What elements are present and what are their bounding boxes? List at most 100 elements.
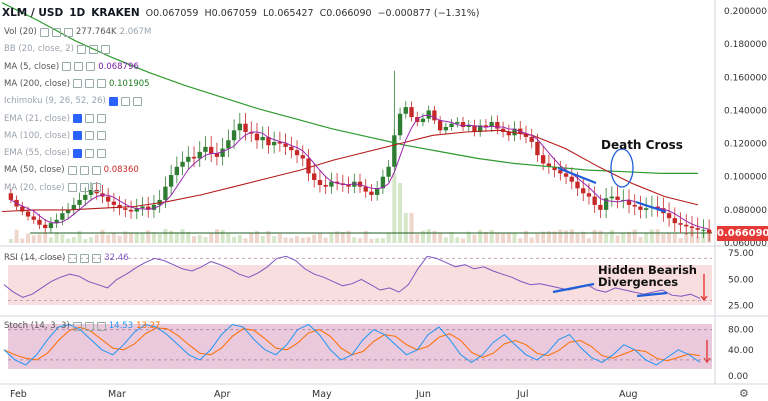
candle-body	[105, 196, 111, 202]
eye-icon[interactable]	[108, 96, 118, 106]
volume-bar	[564, 230, 569, 243]
volume-bar	[197, 234, 202, 243]
candle-body	[294, 150, 300, 156]
candle-body	[369, 191, 374, 195]
volume-bar	[655, 229, 660, 243]
volume-bar	[398, 183, 403, 243]
volume-bar	[466, 231, 471, 243]
close-icon[interactable]	[91, 165, 101, 175]
time-tick-label: Apr	[214, 389, 231, 400]
close-icon[interactable]	[96, 321, 106, 331]
settings-icon[interactable]	[88, 44, 98, 54]
symbol-name[interactable]: XLM / USD	[2, 7, 64, 19]
indicator-row[interactable]: Ichimoku (9, 26, 52, 26)	[4, 96, 142, 106]
volume-bar	[684, 233, 689, 243]
eye-icon[interactable]	[67, 183, 77, 193]
eye-icon[interactable]	[68, 253, 78, 263]
indicator-row[interactable]: BB (20, close, 2)	[4, 44, 110, 54]
candle-body	[226, 140, 231, 149]
settings-icon[interactable]	[120, 96, 130, 106]
eye-icon[interactable]	[67, 165, 77, 175]
close-icon[interactable]	[92, 253, 102, 263]
settings-icon[interactable]	[74, 62, 84, 72]
candle-body	[386, 166, 391, 177]
close-icon[interactable]	[91, 183, 101, 193]
candle-body	[54, 219, 59, 224]
settings-icon[interactable]	[85, 131, 95, 141]
eye-icon[interactable]	[39, 27, 49, 37]
settings-icon[interactable]	[84, 321, 94, 331]
indicator-row[interactable]: MA (100, close)	[4, 131, 107, 141]
volume-bar	[174, 233, 179, 243]
close-icon[interactable]	[86, 62, 96, 72]
settings-icon[interactable]	[85, 79, 95, 89]
eye-icon[interactable]	[76, 44, 86, 54]
volume-bar	[237, 234, 242, 243]
candle-body	[403, 107, 408, 114]
interval-label[interactable]: 1D	[69, 7, 86, 19]
eye-icon[interactable]	[62, 62, 72, 72]
indicator-row[interactable]: EMA (55, close)	[4, 148, 106, 158]
close-icon[interactable]	[97, 79, 107, 89]
candle-body	[506, 131, 511, 136]
volume-bar	[375, 238, 380, 243]
rsi-tick-label: 50.00	[728, 275, 754, 285]
close-icon[interactable]	[63, 27, 73, 37]
volume-bar	[523, 230, 528, 243]
eye-icon[interactable]	[73, 79, 83, 89]
stoch-tick-label: 40.00	[728, 346, 754, 356]
candle-body	[678, 223, 683, 225]
eye-icon[interactable]	[72, 321, 82, 331]
indicator-row[interactable]: MA (50, close) 0.08360	[4, 165, 139, 175]
volume-bar	[455, 237, 460, 243]
close-icon[interactable]	[100, 44, 110, 54]
volume-bar	[495, 232, 500, 243]
indicator-value: 0.101905	[109, 78, 150, 89]
candle-body	[271, 141, 277, 146]
volume-bar	[632, 229, 637, 243]
volume-bar	[506, 232, 511, 243]
eye-icon[interactable]	[72, 148, 82, 158]
indicator-row[interactable]: EMA (21, close)	[4, 114, 106, 124]
settings-icon[interactable]	[51, 27, 61, 37]
candle-body	[25, 211, 31, 217]
settings-icon[interactable]	[79, 183, 89, 193]
indicator-row[interactable]: MA (20, close)	[4, 183, 101, 193]
hidden-bearish-label: Hidden Bearish Divergences	[598, 263, 697, 289]
hidden-bearish-line: Hidden Bearish	[598, 263, 697, 277]
candle-body	[374, 188, 380, 195]
stoch-k-value: 14.53	[108, 321, 134, 331]
close-icon[interactable]	[96, 114, 106, 123]
eye-icon[interactable]	[72, 114, 82, 123]
indicator-name: Ichimoku (9, 26, 52, 26)	[4, 96, 106, 107]
volume-bar	[26, 233, 31, 243]
candle-body	[409, 107, 414, 118]
settings-icon[interactable]	[80, 253, 90, 263]
rsi-tick-label: 75.00	[728, 249, 754, 259]
eye-icon[interactable]	[73, 131, 83, 141]
settings-icon[interactable]	[79, 165, 89, 175]
close-icon[interactable]	[132, 96, 142, 106]
volume-bar	[20, 238, 25, 243]
indicator-row[interactable]: MA (200, close) 0.101905	[4, 79, 150, 89]
indicator-name: Vol (20)	[4, 27, 37, 37]
indicator-row[interactable]: MA (5, close) 0.068796	[4, 62, 139, 72]
time-tick-label: Feb	[10, 389, 27, 400]
volume-bar	[323, 237, 328, 243]
indicator-row[interactable]: Vol (20) 277.764K 2.067M	[4, 27, 151, 37]
settings-icon[interactable]	[84, 148, 94, 158]
volume-bar	[695, 236, 700, 243]
rsi-divergence-line	[636, 291, 668, 298]
close-icon[interactable]	[96, 148, 106, 158]
candle-body	[306, 158, 311, 174]
candle-body	[209, 146, 214, 154]
candle-body	[323, 185, 328, 187]
trendline	[635, 200, 667, 214]
settings-icon[interactable]	[84, 114, 94, 123]
candle-body	[237, 123, 242, 131]
volume-bar	[529, 237, 534, 243]
close-icon[interactable]	[97, 131, 107, 141]
volume-bar	[129, 233, 134, 243]
candle-body	[437, 120, 443, 131]
